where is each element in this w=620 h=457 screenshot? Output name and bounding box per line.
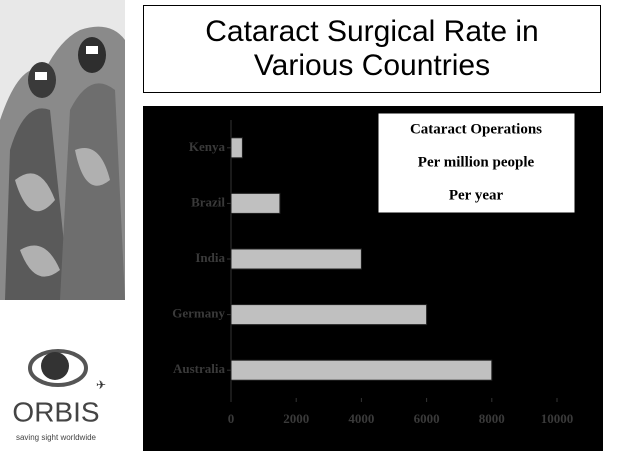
annotation-text: Per million people	[418, 154, 535, 170]
y-tick-label: India	[195, 250, 225, 265]
logo: ✈ ORBIS saving sight worldwide	[12, 349, 106, 442]
bar	[230, 248, 362, 270]
y-tick-label: Kenya	[189, 139, 226, 154]
x-tick-label: 10000	[541, 411, 574, 426]
x-tick-label: 8000	[479, 411, 505, 426]
y-tick-label: Australia	[173, 361, 226, 376]
logo-tagline: saving sight worldwide	[16, 433, 97, 442]
plane-icon: ✈	[96, 378, 106, 392]
bar	[230, 359, 493, 381]
x-tick-label: 2000	[283, 411, 309, 426]
x-tick-label: 0	[228, 411, 235, 426]
y-tick-label: Germany	[172, 306, 225, 321]
annotation-text: Cataract Operations	[410, 121, 542, 137]
x-tick-label: 6000	[414, 411, 440, 426]
chart: 0 2000 4000 6000 8000 10000 Kenya Brazil India Ge…	[143, 106, 603, 451]
chart-title: Cataract Surgical Rate in Various Countr…	[143, 5, 601, 93]
annotation-text: Per year	[449, 187, 504, 203]
logo-name: ORBIS	[12, 396, 99, 427]
annotation-box	[377, 112, 576, 214]
bar	[230, 192, 281, 214]
bar	[230, 304, 428, 326]
photo	[0, 0, 125, 300]
y-tick-label: Brazil	[191, 194, 225, 209]
bar	[230, 137, 243, 159]
x-tick-label: 4000	[348, 411, 374, 426]
